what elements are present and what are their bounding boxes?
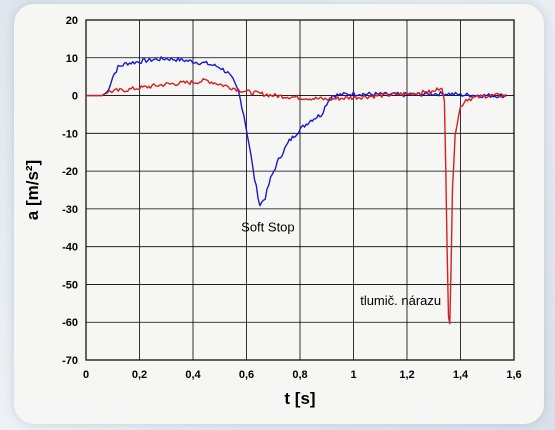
plot-area — [85, 19, 515, 361]
series-lines — [86, 56, 507, 325]
x-tick-label: 1,4 — [453, 369, 469, 381]
y-tick-label: 20 — [66, 15, 78, 27]
annotation-soft-stop: Soft Stop — [241, 220, 294, 235]
y-tick-label: -60 — [62, 317, 78, 329]
x-axis-label: t [s] — [284, 389, 315, 408]
tick-labels: 0 0,2 0,4 0,6 0,8 1 1,2 1,4 1,6 20 10 0 -10 -20 -30 -40… — [62, 15, 522, 381]
y-tick-label: 10 — [66, 53, 78, 65]
y-tick-label: -10 — [62, 128, 78, 140]
y-tick-label: -20 — [62, 166, 78, 178]
x-tick-label: 1,2 — [399, 369, 414, 381]
y-tick-label: -30 — [62, 204, 78, 216]
y-tick-label: -70 — [62, 355, 78, 367]
y-axis-label: a [m/s²] — [23, 160, 42, 220]
y-tick-label: -40 — [62, 242, 78, 254]
x-tick-label: 0,2 — [132, 369, 147, 381]
x-tick-label: 0,6 — [239, 369, 254, 381]
x-tick-label: 0,8 — [292, 369, 307, 381]
y-tick-label: 0 — [72, 91, 78, 103]
series-line-tlumic-narazu — [86, 78, 507, 325]
series-line-soft-stop — [86, 56, 507, 207]
x-tick-label: 0 — [83, 369, 89, 381]
gridlines — [85, 19, 515, 361]
x-tick-label: 1,6 — [506, 369, 521, 381]
acceleration-chart: 0 0,2 0,4 0,6 0,8 1 1,2 1,4 1,6 20 10 0 -10 -20 -30 -40… — [23, 15, 522, 408]
x-tick-label: 1 — [350, 369, 356, 381]
annotation-tlumic-narazu: tlumič. nárazu — [360, 293, 441, 308]
chart-card: 0 0,2 0,4 0,6 0,8 1 1,2 1,4 1,6 20 10 0 -10 -20 -30 -40… — [14, 4, 544, 424]
x-tick-label: 0,4 — [185, 369, 201, 381]
y-tick-label: -50 — [62, 279, 78, 291]
